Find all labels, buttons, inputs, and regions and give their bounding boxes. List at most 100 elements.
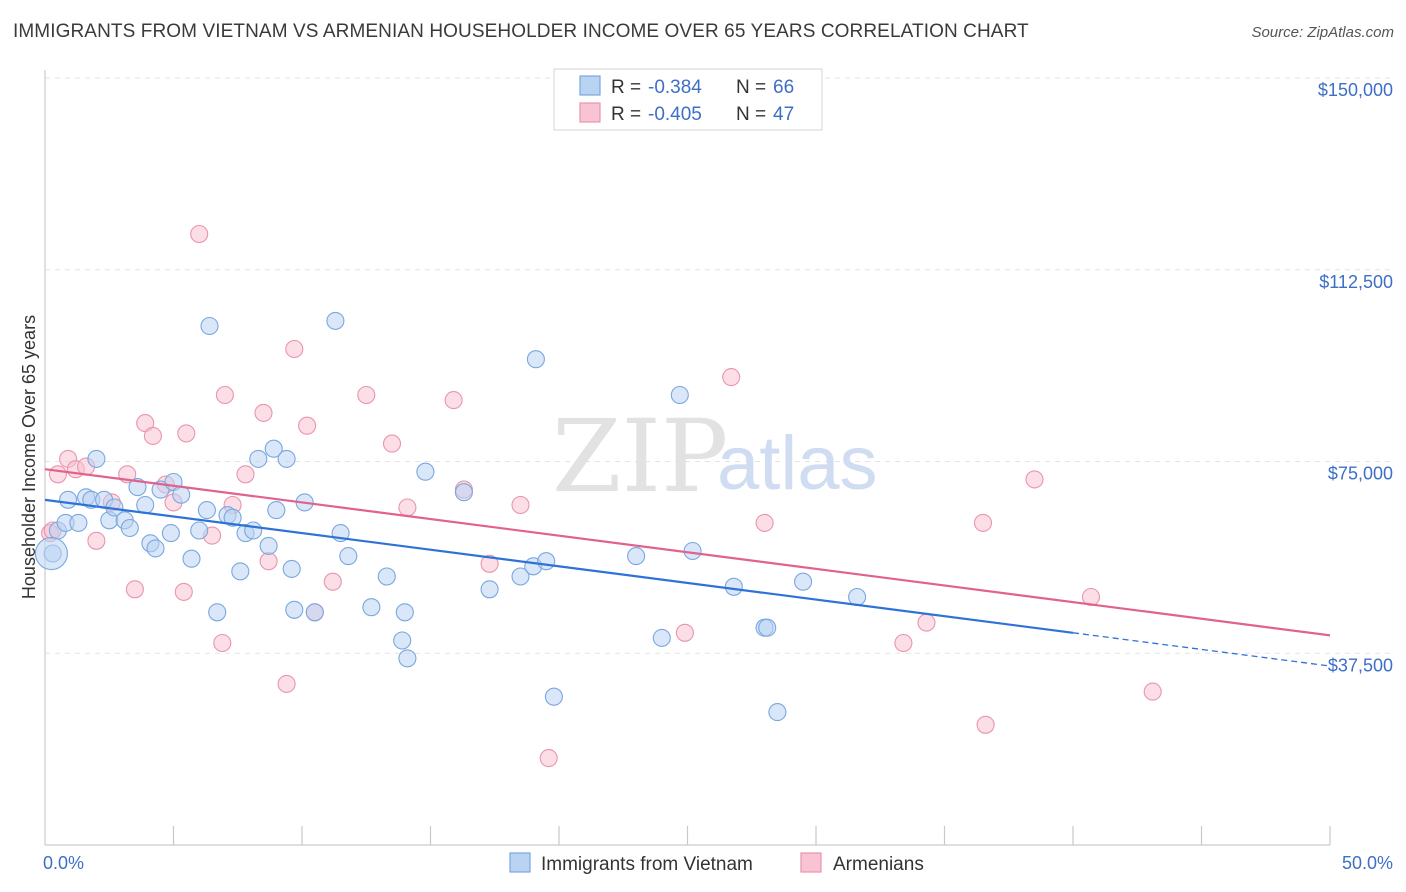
data-point-vietnam <box>59 490 78 509</box>
watermark: ZIP atlas <box>552 398 878 515</box>
data-point-armenians <box>444 391 463 410</box>
legend-n-label: N = <box>736 77 766 98</box>
trend-line-vietnam <box>44 498 1074 634</box>
data-point-vietnam <box>416 462 435 481</box>
watermark-zip: ZIP <box>552 398 728 515</box>
data-point-armenians <box>973 513 993 532</box>
legend-swatch-vietnam <box>509 852 531 873</box>
legend-r-label: R = <box>611 77 641 98</box>
data-point-vietnam <box>200 316 219 336</box>
y-axis-label: Householder Income Over 65 years <box>19 315 39 599</box>
data-point-vietnam <box>128 478 147 497</box>
data-point-vietnam <box>267 501 286 520</box>
correlation-legend: R = -0.384 N = 66 R = -0.405 N = 47 <box>553 68 823 131</box>
trend-line-armenians <box>44 468 1331 637</box>
data-point-vietnam <box>249 449 268 468</box>
data-point-armenians <box>894 633 913 653</box>
data-point-armenians <box>190 224 209 244</box>
legend-r-value-pink: -0.405 <box>648 104 702 125</box>
data-point-vietnam <box>34 536 68 571</box>
data-point-vietnam <box>146 539 165 558</box>
source-credit: Source: ZipAtlas.com <box>1251 24 1394 41</box>
data-point-armenians <box>755 513 774 532</box>
data-point-armenians <box>722 368 741 387</box>
data-point-vietnam <box>285 600 304 619</box>
data-point-armenians <box>675 623 694 642</box>
data-point-vietnam <box>87 449 106 468</box>
legend-r-label: R = <box>611 104 641 125</box>
data-point-vietnam <box>69 513 88 532</box>
trend-lines <box>44 468 1331 667</box>
data-point-vietnam <box>724 577 743 596</box>
series-legend: Immigrants from Vietnam Armenians <box>509 852 924 875</box>
data-point-armenians <box>1143 682 1162 701</box>
legend-n-value-pink: 47 <box>773 104 794 125</box>
data-point-armenians <box>177 424 196 443</box>
data-point-armenians <box>382 434 402 453</box>
data-point-armenians <box>277 674 296 693</box>
legend-n-label: N = <box>736 104 766 125</box>
data-point-vietnam <box>768 703 787 722</box>
data-point-armenians <box>174 582 193 601</box>
legend-swatch-blue <box>579 75 601 96</box>
legend-label-armenians: Armenians <box>833 854 924 875</box>
legend-n-value-blue: 66 <box>773 77 794 98</box>
data-point-armenians <box>48 465 67 484</box>
data-point-vietnam <box>362 598 381 617</box>
data-point-vietnam <box>120 518 139 538</box>
x-tick-label-max: 50.0% <box>1342 853 1393 873</box>
data-point-vietnam <box>231 562 250 581</box>
data-point-vietnam <box>395 603 414 622</box>
data-point-vietnam <box>683 541 702 561</box>
data-point-vietnam <box>277 449 296 468</box>
data-point-vietnam <box>190 521 209 540</box>
data-point-vietnam <box>398 649 417 668</box>
data-point-vietnam <box>326 311 345 330</box>
data-point-vietnam <box>208 603 227 622</box>
y-tick-label: $37,500 <box>1328 655 1393 675</box>
data-point-vietnam <box>259 536 278 555</box>
data-point-vietnam <box>244 521 263 540</box>
y-tick-label: $75,000 <box>1328 464 1393 484</box>
data-point-vietnam <box>544 687 563 706</box>
data-point-vietnam <box>161 524 180 543</box>
data-point-vietnam <box>377 567 396 586</box>
data-point-armenians <box>511 495 530 515</box>
legend-label-vietnam: Immigrants from Vietnam <box>541 854 753 875</box>
y-tick-label: $150,000 <box>1318 80 1393 100</box>
data-point-vietnam <box>172 485 191 504</box>
y-tick-labels: $37,500 $75,000 $112,500 $150,000 <box>1318 80 1393 675</box>
data-point-vietnam <box>393 631 412 650</box>
data-point-armenians <box>259 552 278 571</box>
data-point-armenians <box>125 580 144 599</box>
data-point-vietnam <box>652 628 671 647</box>
legend-r-value-blue: -0.384 <box>648 77 702 98</box>
trend-line-vietnam-extension <box>1072 632 1331 667</box>
data-point-armenians <box>1025 470 1044 489</box>
x-axis-ticks <box>172 826 1331 845</box>
data-point-armenians <box>213 633 232 653</box>
data-point-vietnam <box>197 501 216 520</box>
data-point-vietnam <box>848 587 867 607</box>
data-point-armenians <box>357 385 376 405</box>
y-tick-label: $112,500 <box>1319 272 1393 292</box>
chart-title: IMMIGRANTS FROM VIETNAM VS ARMENIAN HOUS… <box>13 21 1029 42</box>
watermark-atlas: atlas <box>717 421 878 506</box>
x-tick-label-min: 0.0% <box>43 853 84 873</box>
data-point-vietnam <box>537 552 556 571</box>
data-point-armenians <box>143 426 162 445</box>
data-point-armenians <box>398 498 417 517</box>
data-point-armenians <box>236 465 255 484</box>
data-point-vietnam <box>264 439 283 458</box>
data-point-vietnam <box>526 350 545 369</box>
data-point-vietnam <box>670 385 689 405</box>
data-point-armenians <box>323 572 342 591</box>
data-point-armenians <box>87 531 106 550</box>
data-point-vietnam <box>758 618 777 637</box>
data-point-armenians <box>298 416 317 435</box>
data-point-vietnam <box>339 547 358 566</box>
data-point-vietnam <box>223 508 242 527</box>
data-point-armenians <box>480 554 499 573</box>
data-point-vietnam <box>511 567 530 586</box>
legend-swatch-pink <box>579 102 601 123</box>
